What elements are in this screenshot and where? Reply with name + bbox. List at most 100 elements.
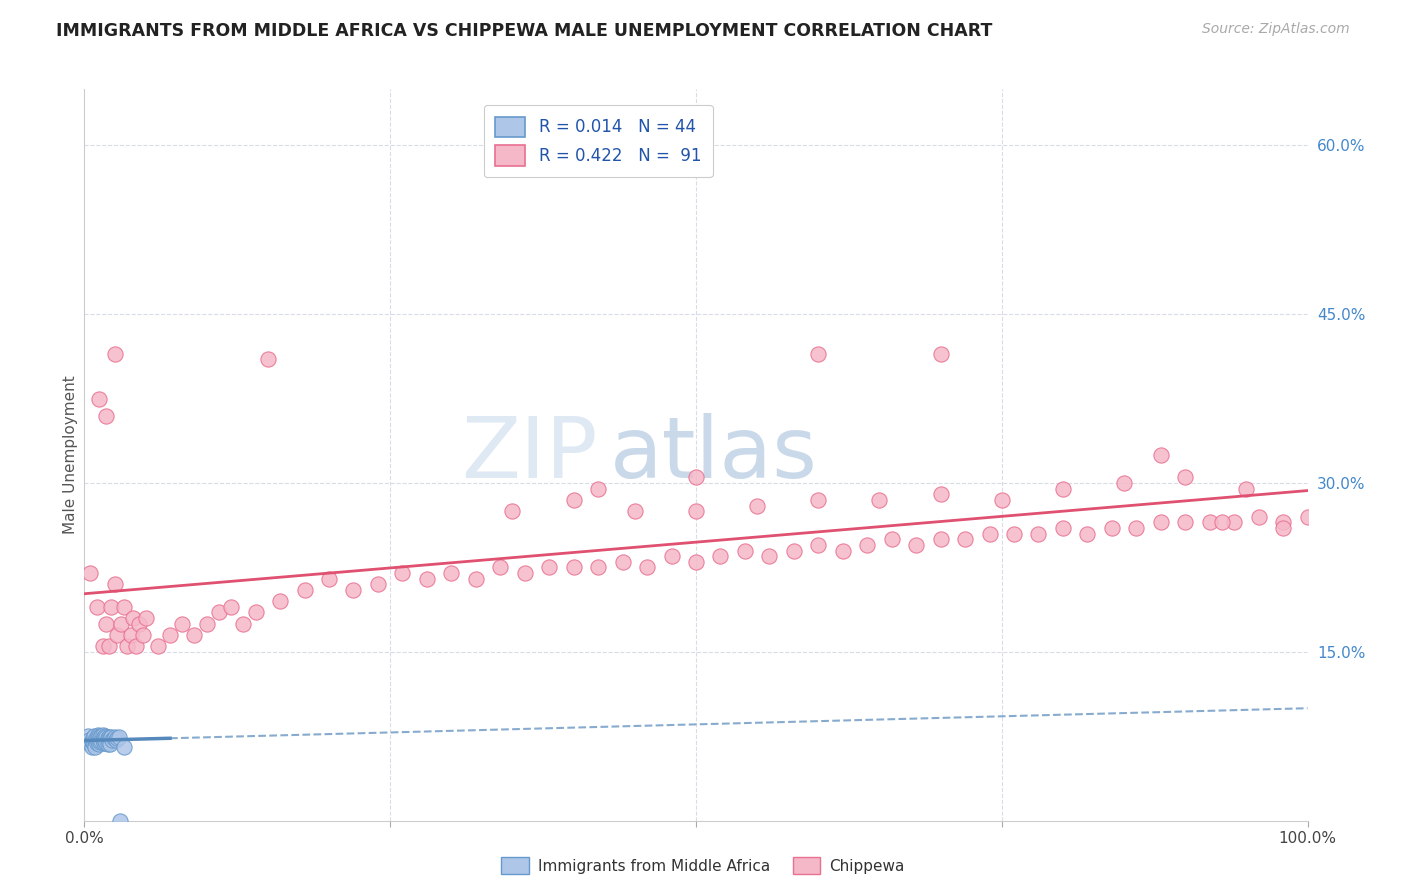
Point [105, 732, 128, 747]
Point [87, 392, 110, 406]
Point [1236, 482, 1258, 496]
Point [77, 729, 100, 743]
Point [1247, 509, 1270, 524]
Legend: R = 0.014   N = 44, R = 0.422   N =  91: R = 0.014 N = 44, R = 0.422 N = 91 [484, 105, 713, 178]
Point [1028, 526, 1050, 541]
Y-axis label: Male Unemployment: Male Unemployment [63, 376, 77, 534]
Point [464, 572, 486, 586]
Point [391, 566, 413, 580]
Point [104, 346, 127, 360]
Point [856, 538, 879, 552]
Point [86, 736, 108, 750]
Point [783, 543, 806, 558]
Point [103, 731, 125, 746]
Point [807, 538, 830, 552]
Point [112, 740, 135, 755]
Point [513, 566, 536, 580]
Point [89, 735, 111, 749]
Point [1150, 448, 1173, 462]
Point [112, 599, 135, 614]
Point [122, 611, 145, 625]
Point [107, 731, 129, 745]
Point [1052, 482, 1074, 496]
Point [758, 549, 780, 564]
Point [807, 492, 830, 507]
Point [115, 639, 138, 653]
Point [1125, 521, 1147, 535]
Point [96, 409, 118, 423]
Point [83, 729, 105, 743]
Point [1002, 526, 1025, 541]
Point [734, 543, 756, 558]
Point [1101, 521, 1123, 535]
Point [831, 543, 853, 558]
Point [108, 814, 131, 828]
Point [929, 487, 952, 501]
Point [953, 533, 976, 547]
Point [685, 470, 707, 484]
Point [342, 582, 364, 597]
Point [318, 572, 340, 586]
Point [1114, 476, 1136, 491]
Point [1198, 516, 1220, 530]
Point [87, 733, 110, 747]
Point [90, 733, 112, 747]
Text: IMMIGRANTS FROM MIDDLE AFRICA VS CHIPPEWA MALE UNEMPLOYMENT CORRELATION CHART: IMMIGRANTS FROM MIDDLE AFRICA VS CHIPPEW… [56, 22, 993, 40]
Point [1272, 516, 1295, 530]
Point [685, 504, 707, 518]
Point [135, 611, 157, 625]
Point [612, 555, 634, 569]
Point [96, 736, 118, 750]
Point [100, 731, 122, 745]
Point [586, 482, 609, 496]
Point [294, 582, 316, 597]
Point [146, 639, 169, 653]
Point [869, 492, 891, 507]
Point [97, 737, 120, 751]
Point [89, 731, 111, 745]
Point [257, 352, 280, 367]
Point [100, 599, 122, 614]
Point [96, 731, 118, 745]
Point [97, 731, 120, 745]
Point [94, 729, 117, 743]
Point [1052, 521, 1074, 535]
Point [905, 538, 928, 552]
Point [636, 560, 658, 574]
Point [1150, 516, 1173, 530]
Point [98, 737, 121, 751]
Point [104, 577, 127, 591]
Point [87, 737, 110, 751]
Point [101, 732, 124, 747]
Point [183, 628, 205, 642]
Point [1174, 470, 1197, 484]
Point [97, 639, 120, 653]
Point [82, 731, 104, 746]
Point [1296, 509, 1319, 524]
Point [747, 499, 769, 513]
Point [80, 733, 103, 747]
Point [91, 732, 114, 747]
Text: ZIP: ZIP [461, 413, 598, 497]
Point [128, 616, 150, 631]
Point [807, 346, 830, 360]
Point [93, 731, 115, 745]
Point [86, 599, 108, 614]
Point [120, 628, 142, 642]
Point [83, 737, 105, 751]
Legend: Immigrants from Middle Africa, Chippewa: Immigrants from Middle Africa, Chippewa [495, 851, 911, 880]
Point [1076, 526, 1098, 541]
Point [80, 740, 103, 755]
Point [132, 628, 155, 642]
Point [105, 731, 128, 746]
Point [98, 731, 121, 746]
Point [87, 728, 110, 742]
Point [586, 560, 609, 574]
Point [77, 732, 100, 747]
Point [562, 560, 585, 574]
Point [929, 533, 952, 547]
Point [208, 606, 231, 620]
Point [172, 616, 194, 631]
Point [929, 346, 952, 360]
Point [105, 628, 128, 642]
